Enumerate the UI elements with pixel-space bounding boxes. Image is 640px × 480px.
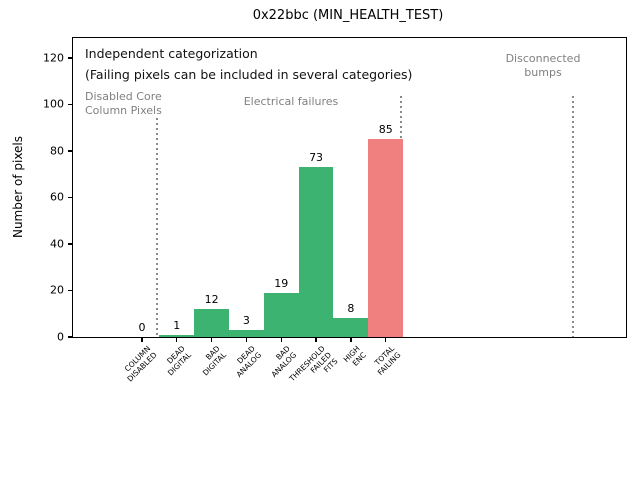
x-tick-label: THRESHOLD FAILED FITS [287,344,340,384]
plot-area: 0 1 12 3 19 73 8 85 0 20 40 60 80 100 120 COLUMN DISA… [43,37,627,383]
section-divider-line [572,96,575,337]
y-tick-mark [67,196,72,199]
y-tick-mark [67,57,72,59]
bar-dead-analog [229,330,264,337]
x-tick-label: TOTAL FAILING [372,344,403,378]
bar-value-label: 19 [274,276,289,290]
y-tick-mark [67,150,72,152]
y-tick-label: 60 [50,190,64,204]
y-tick-label: 0 [57,330,64,344]
annotation-independent-categorization: Independent categorization [85,46,258,61]
bar-value-label: 1 [173,318,181,332]
y-axis-label: Number of pixels [11,135,25,239]
bar-threshold-failed-fits [298,167,334,337]
x-axis-ticks-layer: COLUMN DISABLED DEAD DIGITAL BAD DIGITAL DE… [73,38,626,383]
x-tick-label: COLUMN DISABLED [122,344,159,384]
bar-high-enc [333,318,369,337]
bar-value-label: 0 [138,321,146,334]
x-tick-label: BAD DIGITAL [201,344,229,378]
bars-layer: 0 1 12 3 19 73 8 85 [73,38,626,337]
bar-value-label: 12 [204,293,219,307]
bar-value-label: 85 [378,123,393,137]
y-tick-mark [67,103,72,106]
bar-value-label: 8 [347,302,355,316]
x-tick-mark [350,338,352,342]
chart-title: 0x22bbc (MIN_HEALTH_TEST) [252,8,444,23]
section-label-electrical-failures: Electrical failures [243,95,339,108]
x-tick-mark [315,338,317,342]
bar-total-failing [368,139,404,337]
bar-value-label: 73 [309,151,324,165]
y-tick-label: 40 [50,237,64,251]
x-tick-mark [385,338,387,342]
y-tick-mark [67,336,72,338]
x-tick-mark [245,338,248,342]
x-tick-mark [141,338,143,342]
x-tick-mark [210,338,213,342]
y-axis-ticks-layer: 0 20 40 60 80 100 120 [43,38,626,344]
x-tick-mark [280,338,282,342]
x-tick-mark [176,338,178,342]
section-label-disconnected-bumps: Disconnected bumps [505,52,581,79]
y-tick-label: 120 [43,51,64,65]
y-tick-mark [67,289,72,292]
y-tick-mark [67,243,72,245]
x-tick-label: DEAD DIGITAL [165,344,194,378]
bar-value-label: 3 [242,314,250,328]
bar-dead-digital [159,334,195,337]
x-tick-label: HIGH ENC [341,344,368,368]
bar-bad-digital [194,309,229,337]
y-tick-label: 100 [43,97,64,111]
x-tick-label: DEAD ANALOG [234,344,264,380]
annotation-failing-pixels-note: (Failing pixels can be included in sever… [85,67,413,82]
y-tick-label: 20 [50,283,64,297]
section-label-disabled-core-column-pixels: Disabled Core Column Pixels [85,90,162,117]
section-divider-line [155,118,158,337]
y-tick-label: 80 [50,144,64,158]
bar-bad-analog [263,292,299,337]
